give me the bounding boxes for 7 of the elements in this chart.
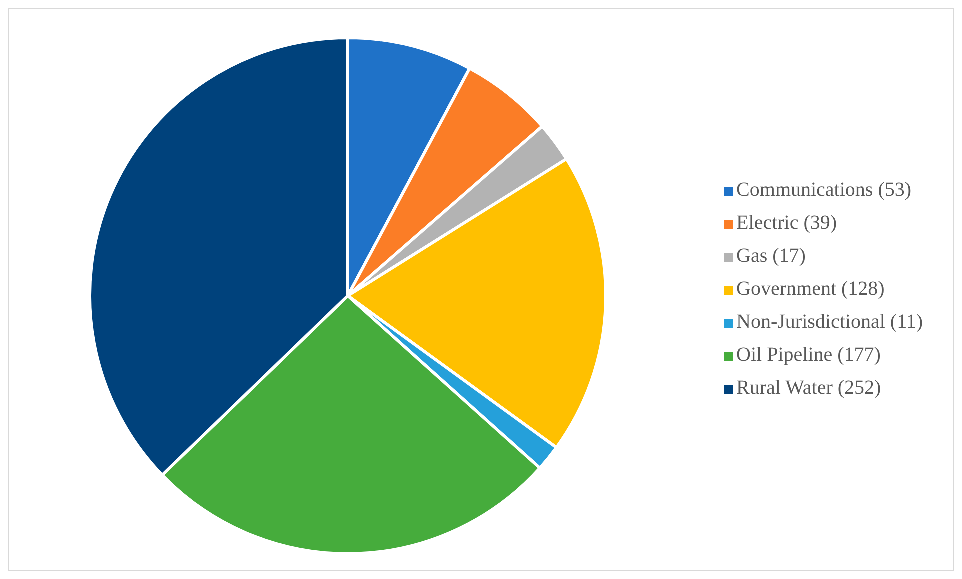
legend-label: Gas (17) (736, 245, 806, 267)
legend-label: Non-Jurisdictional (11) (736, 311, 923, 333)
legend-label: Electric (39) (736, 212, 838, 234)
legend-label: Oil Pipeline (177) (736, 344, 881, 366)
legend-label: Government (128) (736, 278, 885, 300)
legend-label: Rural Water (252) (736, 377, 882, 399)
legend-label: Communications (53) (736, 179, 912, 201)
